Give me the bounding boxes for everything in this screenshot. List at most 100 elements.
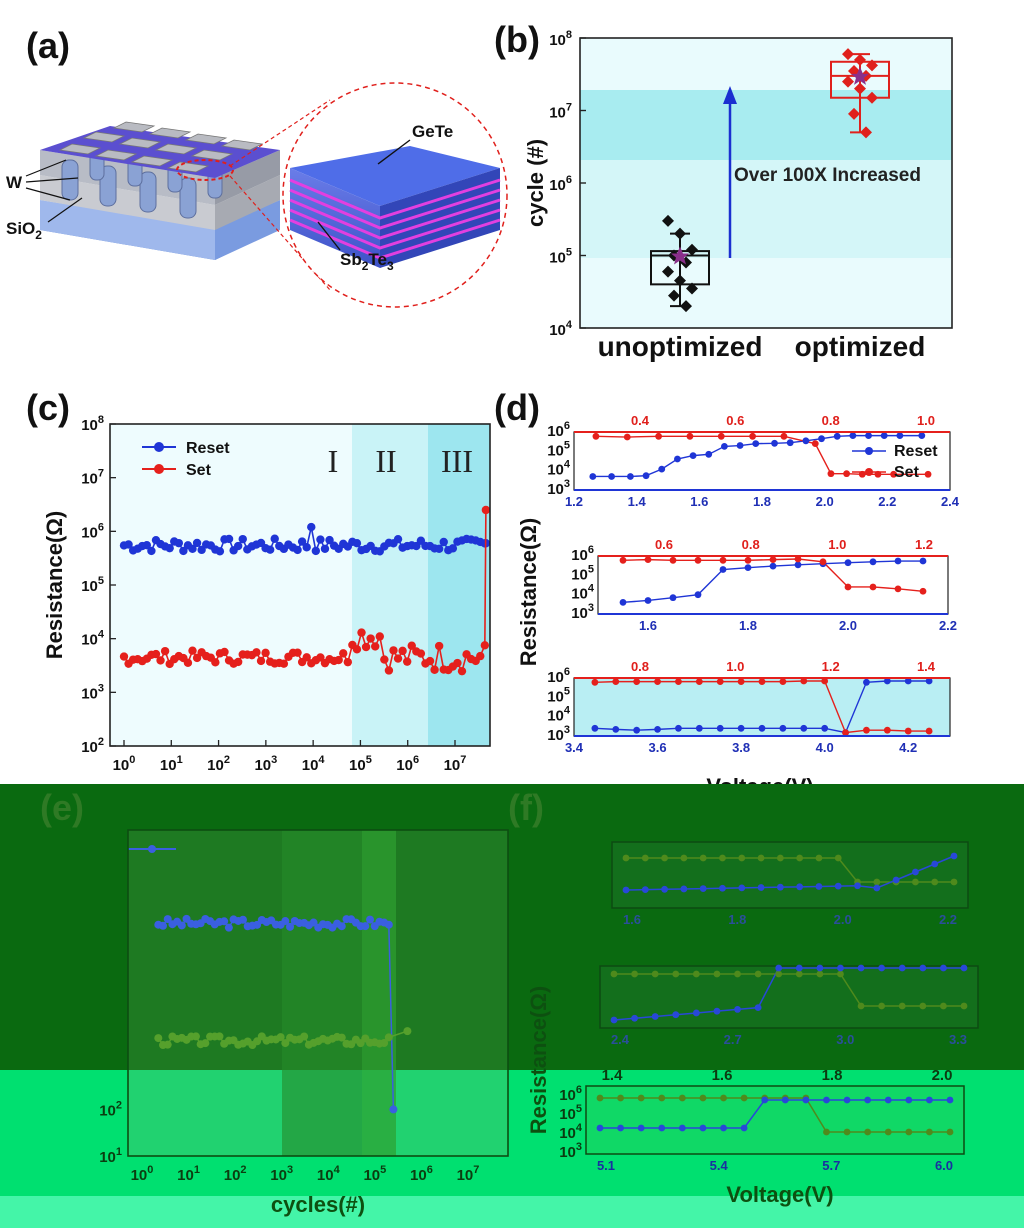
ticklabel-d-2-x: 3.6 [649,740,667,755]
ticklabel-e-x-7: 107 [457,1164,480,1184]
legend-e-reset-marker [148,845,156,853]
set-point-d-1 [769,556,777,564]
point-Reset [174,538,184,548]
point-e-Set [384,1033,393,1042]
ticklabel-b-y-6-exp: 6 [566,174,572,186]
ticklabel-c-y-5: 105 [81,575,104,595]
set-point-f-1 [692,970,700,978]
set-point-d-2 [800,677,808,685]
set-point-f-2 [884,1128,892,1136]
legend-d-label: Set [894,464,920,481]
ticklabel-e-x-2: 102 [224,1164,247,1184]
panel-d: (d) 1.2 1.4 1.6 1.8 2.0 2.2 2.40.4 0.6 0.8 1.0106… [494,387,960,799]
plot-e-region-2 [282,830,362,1156]
ticklabel-c-x-5-exp: 5 [366,754,372,766]
set-point-d-2 [695,678,703,686]
ticklabel-d-1-top: 1.0 [828,537,846,552]
reset-point-f-0 [757,884,765,891]
set-point-d-0 [890,470,897,478]
point-Set [293,648,302,657]
ticklabel-e-x-0: 100 [131,1164,154,1184]
ticklabel-c-y-3-exp: 3 [98,682,104,694]
point-e-Reset [384,920,393,929]
ticklabel-e-x-4-exp: 4 [334,1164,341,1176]
ticklabel-d-1-y-4: 104 [571,583,595,603]
point-Set [261,648,270,658]
set-point-d-1 [819,558,827,566]
ticklabel-d-0-y-6-exp: 6 [564,420,570,432]
ticklabel-d-2-y-4: 104 [547,705,571,725]
point-e-Reset [337,922,346,931]
set-point-f-2 [905,1128,913,1136]
reset-point-f-2 [678,1124,686,1132]
plot-d-ylabel: Resistance(Ω) [516,518,541,666]
point-Set [416,649,426,658]
set-point-f-1 [734,970,741,978]
point-Reset [238,534,247,544]
panel-label-e: (e) [40,787,84,828]
plot-f-sub-2-frame [585,1085,965,1155]
ticklabel-f-2-y-5-exp: 5 [576,1103,582,1115]
ticklabel-c-x-0-exp: 0 [129,754,135,766]
point-optimized [842,48,854,61]
point-e-Set [163,1040,172,1049]
reset-point-d-0 [736,442,744,449]
set-point-f-1 [775,970,783,978]
category-optimized: optimized [795,331,926,362]
ticklabel-c-y-8-base: 10 [81,417,98,434]
ticklabel-d-1-y-6-base: 10 [571,547,588,564]
dielectric-side [215,150,280,205]
plot-f-sub-1-background [600,966,978,1028]
point-e-Reset [309,918,318,927]
reset-point-d-0 [642,472,650,480]
set-point-d-2 [716,678,724,686]
point-e-Reset [281,917,290,926]
set-point-d-0 [592,432,600,440]
point-e-Reset [238,915,247,924]
set-point-d-0 [924,470,932,478]
ticklabel-d-1-x: 2.2 [939,618,957,633]
ticklabel-d-1-y-4-base: 10 [571,586,588,603]
label-gete: GeTe [412,122,453,141]
set-point-d-0 [655,432,662,440]
point-unoptimized [686,243,698,256]
point-e-Reset [366,915,375,924]
point-Set [407,641,416,650]
point-Set [380,655,389,664]
point-Reset [215,547,225,556]
point-optimized [854,53,866,66]
ticklabel-f-2-y-5: 105 [559,1103,582,1123]
ticklabel-c-y-2: 102 [81,736,104,756]
ticklabel-d-0-y-6: 106 [547,420,570,440]
reset-point-f-2 [658,1124,666,1132]
reset-point-f-0 [873,884,881,892]
reset-point-d-2 [800,724,808,732]
point-e-Reset [389,1105,398,1114]
legend-reset-label: Reset [186,440,230,457]
ticklabel-b-y-5: 105 [549,247,572,267]
reset-point-d-2 [633,726,641,734]
point-Set [393,654,403,663]
reset-point-f-2 [596,1124,604,1132]
reset-point-f-2 [781,1096,789,1104]
set-point-d-2 [737,678,745,686]
set-point-d-1 [619,556,627,564]
panel-label-d: (d) [494,387,540,428]
point-Reset [270,534,279,543]
ticklabel-b-y-4: 104 [549,319,573,339]
set-point-f-1 [672,970,680,978]
set-point-d-2 [654,678,661,686]
ticklabel-c-x-5: 105 [349,754,372,774]
ticklabel-d-0-x: 2.2 [878,494,896,509]
ticklabel-f-2-y-6-exp: 6 [576,1084,582,1096]
plot-e-xlabel: cycles(#) [271,1192,365,1217]
point-Set [371,642,380,651]
point-Reset [233,541,243,551]
reset-point-f-0 [815,883,823,890]
ticklabel-d-1-top: 1.2 [915,537,933,552]
set-point-f-1 [795,970,803,978]
set-point-f-1 [960,1002,968,1010]
set-point-f-2 [720,1094,727,1102]
mean-star-optimized [851,66,869,85]
reset-point-f-0 [641,886,649,894]
